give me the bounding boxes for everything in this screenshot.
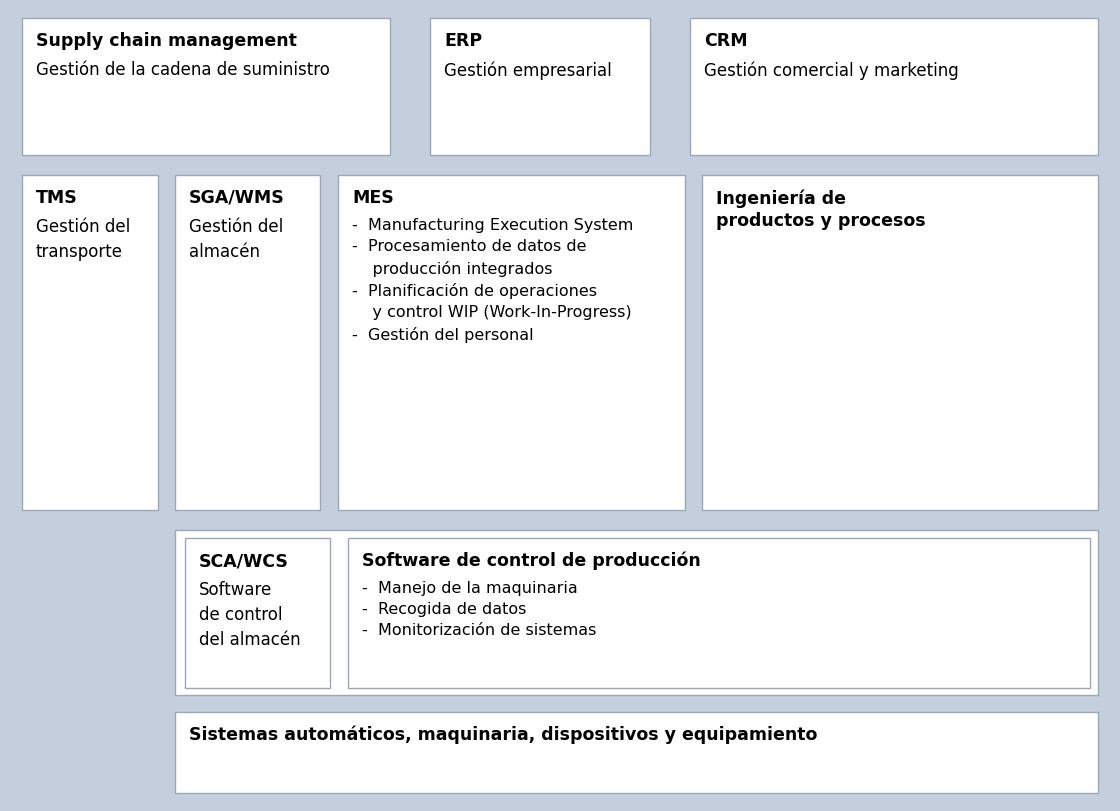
Text: Gestión de la cadena de suministro: Gestión de la cadena de suministro xyxy=(36,62,330,79)
Text: SCA/WCS: SCA/WCS xyxy=(199,552,289,570)
Text: Gestión del
transporte: Gestión del transporte xyxy=(36,218,130,261)
FancyBboxPatch shape xyxy=(690,18,1098,155)
Text: Ingeniería de
productos y procesos: Ingeniería de productos y procesos xyxy=(716,189,925,230)
FancyBboxPatch shape xyxy=(430,18,650,155)
Text: Gestión empresarial: Gestión empresarial xyxy=(444,62,612,80)
FancyBboxPatch shape xyxy=(175,175,320,510)
Text: -  Manejo de la maquinaria
-  Recogida de datos
-  Monitorización de sistemas: - Manejo de la maquinaria - Recogida de … xyxy=(362,581,596,638)
FancyBboxPatch shape xyxy=(348,538,1090,688)
Text: MES: MES xyxy=(352,189,394,207)
Text: Software de control de producción: Software de control de producción xyxy=(362,552,701,570)
Text: ERP: ERP xyxy=(444,32,482,50)
FancyBboxPatch shape xyxy=(175,712,1098,793)
Text: CRM: CRM xyxy=(704,32,748,50)
Text: Sistemas automáticos, maquinaria, dispositivos y equipamiento: Sistemas automáticos, maquinaria, dispos… xyxy=(189,726,818,744)
Text: Software
de control
del almacén: Software de control del almacén xyxy=(199,581,300,650)
FancyBboxPatch shape xyxy=(175,530,1098,695)
Text: SGA/WMS: SGA/WMS xyxy=(189,189,284,207)
Text: -  Manufacturing Execution System
-  Procesamiento de datos de
    producción in: - Manufacturing Execution System - Proce… xyxy=(352,218,634,343)
Text: Gestión comercial y marketing: Gestión comercial y marketing xyxy=(704,62,959,80)
FancyBboxPatch shape xyxy=(702,175,1098,510)
FancyBboxPatch shape xyxy=(22,175,158,510)
FancyBboxPatch shape xyxy=(338,175,685,510)
FancyBboxPatch shape xyxy=(22,18,390,155)
Text: TMS: TMS xyxy=(36,189,77,207)
FancyBboxPatch shape xyxy=(185,538,330,688)
Text: Gestión del
almacén: Gestión del almacén xyxy=(189,218,283,261)
Text: Supply chain management: Supply chain management xyxy=(36,32,297,50)
